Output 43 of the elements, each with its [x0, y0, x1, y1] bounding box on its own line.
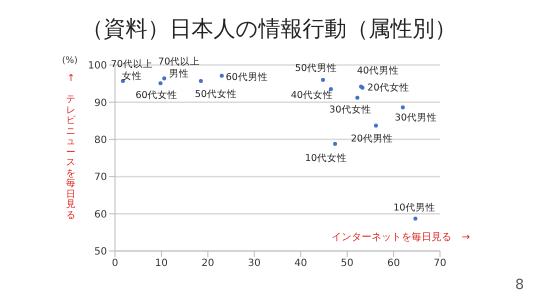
- point: [162, 76, 166, 80]
- x-tick-label: 70: [434, 258, 446, 270]
- annotation: 40代男性: [357, 64, 400, 76]
- text: (%): [62, 56, 78, 66]
- annotation: 20代男性: [350, 132, 393, 144]
- annotation: 50代女性: [194, 88, 237, 100]
- point: [158, 81, 162, 86]
- point: [355, 96, 360, 100]
- x-axis-title: インターネットを毎日見る →: [330, 231, 470, 244]
- annotation: 40代女性: [290, 88, 333, 101]
- x-tick-label: 20: [201, 258, 214, 270]
- y-tick-label: 70: [94, 172, 107, 184]
- point: [198, 78, 203, 83]
- point: [220, 74, 224, 78]
- annotation: 10代女性: [305, 151, 348, 164]
- point: [374, 124, 378, 128]
- annotation: 70代以上女性: [110, 58, 153, 82]
- y-tick-label: 90: [94, 98, 107, 109]
- x-tick-label: 40: [294, 258, 308, 270]
- point: [413, 216, 418, 221]
- annotation: 50代男性: [294, 61, 338, 74]
- annotation: 20代女性: [367, 81, 410, 94]
- chart-title: （資料）日本人の情報行動（属性別）: [80, 16, 458, 44]
- y-tick-label: 100: [88, 60, 107, 72]
- text: 8: [515, 277, 524, 293]
- x-tick-label: 30: [248, 258, 261, 270]
- x-tick-label: 0: [112, 258, 118, 270]
- y-tick-label: 50: [94, 246, 107, 258]
- annotation: 60代女性: [135, 88, 178, 101]
- text: ↑ テレビニュースを毎日見る: [66, 73, 76, 220]
- x-tick-label: 50: [340, 258, 354, 270]
- x-tick-label: 10: [155, 258, 168, 270]
- annotation: 60代男性: [226, 70, 268, 82]
- point: [400, 105, 405, 110]
- y-tick-label: 80: [94, 134, 107, 146]
- y-tick-label: 60: [94, 209, 107, 220]
- point: [333, 142, 338, 146]
- point: [321, 78, 325, 82]
- annotation: 10代男性: [393, 201, 436, 214]
- annotation: 30代男性: [394, 111, 437, 124]
- annotation: 70代以上男性: [158, 54, 200, 79]
- annotation: 30代女性: [329, 103, 372, 116]
- x-tick-label: 60: [387, 258, 400, 270]
